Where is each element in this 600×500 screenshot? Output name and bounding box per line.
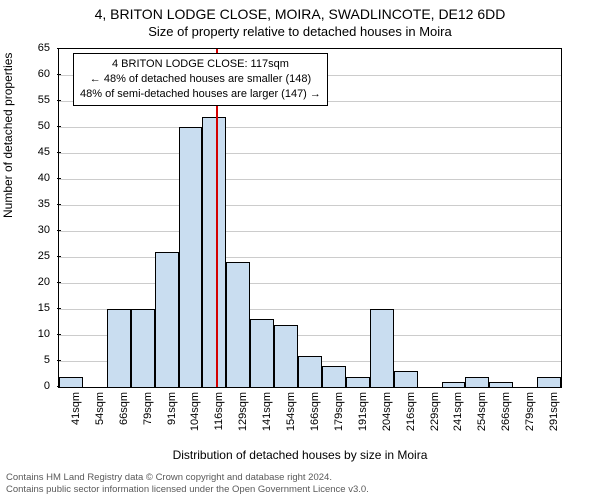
chart-container: { "title_line1": "4, BRITON LODGE CLOSE,… xyxy=(0,0,600,500)
attribution-footer: Contains HM Land Registry data © Crown c… xyxy=(6,472,369,496)
x-tick-label: 54sqm xyxy=(94,392,106,425)
chart-title: 4, BRITON LODGE CLOSE, MOIRA, SWADLINCOT… xyxy=(0,6,600,22)
x-tick-label: 41sqm xyxy=(70,392,82,425)
y-tick-label: 20 xyxy=(38,276,50,288)
histogram-bar xyxy=(394,371,418,387)
y-tick-label: 5 xyxy=(44,354,50,366)
x-tick-label: 66sqm xyxy=(118,392,130,425)
histogram-bar xyxy=(322,366,346,387)
bar-slot xyxy=(513,49,537,387)
x-tick-label: 216sqm xyxy=(405,392,417,431)
histogram-bar xyxy=(250,319,274,387)
x-tick-label: 166sqm xyxy=(309,392,321,431)
histogram-bar xyxy=(346,377,370,387)
bar-slot xyxy=(418,49,442,387)
plot-area: 4 BRITON LODGE CLOSE: 117sqm ← 48% of de… xyxy=(58,48,562,388)
chart-subtitle: Size of property relative to detached ho… xyxy=(0,24,600,39)
y-tick-label: 15 xyxy=(38,302,50,314)
x-tick-label: 204sqm xyxy=(381,392,393,431)
x-tick-label: 129sqm xyxy=(237,392,249,431)
x-tick-label: 141sqm xyxy=(261,392,273,431)
x-tick-label: 79sqm xyxy=(142,392,154,425)
x-tick-label: 241sqm xyxy=(452,392,464,431)
bar-slot xyxy=(346,49,370,387)
info-line-3: 48% of semi-detached houses are larger (… xyxy=(80,87,321,102)
y-tick-label: 10 xyxy=(38,328,50,340)
histogram-bar xyxy=(370,309,394,387)
histogram-bar xyxy=(179,127,203,387)
y-tick-label: 55 xyxy=(38,94,50,106)
histogram-bar xyxy=(155,252,179,387)
histogram-bar xyxy=(442,382,466,387)
y-tick-label: 25 xyxy=(38,250,50,262)
x-tick-labels: 41sqm 54sqm 66sqm 79sqm 91sqm 104sqm 116sqm 129… xyxy=(58,392,562,452)
x-axis-label: Distribution of detached houses by size … xyxy=(0,448,600,462)
y-tick-label: 50 xyxy=(38,120,50,132)
info-box: 4 BRITON LODGE CLOSE: 117sqm ← 48% of de… xyxy=(73,53,328,106)
footer-line-1: Contains HM Land Registry data © Crown c… xyxy=(6,472,369,484)
histogram-bar xyxy=(537,377,561,387)
histogram-bar xyxy=(226,262,250,387)
bar-slot xyxy=(442,49,466,387)
y-tick-label: 30 xyxy=(38,224,50,236)
histogram-bar xyxy=(131,309,155,387)
y-tick-label: 65 xyxy=(38,42,50,54)
bar-slot xyxy=(537,49,561,387)
x-tick-label: 266sqm xyxy=(500,392,512,431)
y-tick-label: 60 xyxy=(38,68,50,80)
y-tick-label: 35 xyxy=(38,198,50,210)
y-tick-label: 0 xyxy=(44,380,50,392)
x-tick-label: 104sqm xyxy=(189,392,201,431)
bar-slot xyxy=(465,49,489,387)
x-tick-label: 279sqm xyxy=(524,392,536,431)
histogram-bar xyxy=(202,117,226,387)
footer-line-2: Contains public sector information licen… xyxy=(6,484,369,496)
x-tick-label: 154sqm xyxy=(285,392,297,431)
bar-slot xyxy=(370,49,394,387)
y-tick-label: 45 xyxy=(38,146,50,158)
x-tick-label: 91sqm xyxy=(166,392,178,425)
histogram-bar xyxy=(465,377,489,387)
histogram-bar xyxy=(298,356,322,387)
x-tick-label: 116sqm xyxy=(213,392,225,430)
x-tick-label: 191sqm xyxy=(357,392,369,431)
histogram-bar xyxy=(489,382,513,387)
histogram-bar xyxy=(274,325,298,387)
x-tick-label: 229sqm xyxy=(429,392,441,431)
bar-slot xyxy=(394,49,418,387)
histogram-bar xyxy=(107,309,131,387)
info-line-2: ← 48% of detached houses are smaller (14… xyxy=(80,72,321,87)
histogram-bar xyxy=(59,377,83,387)
y-tick-label: 40 xyxy=(38,172,50,184)
y-tick-labels: 05101520253035404550556065 xyxy=(0,48,54,388)
x-tick-label: 291sqm xyxy=(548,392,560,431)
x-tick-label: 254sqm xyxy=(476,392,488,431)
bar-slot xyxy=(489,49,513,387)
x-tick-label: 179sqm xyxy=(333,392,345,431)
info-line-1: 4 BRITON LODGE CLOSE: 117sqm xyxy=(80,57,321,72)
